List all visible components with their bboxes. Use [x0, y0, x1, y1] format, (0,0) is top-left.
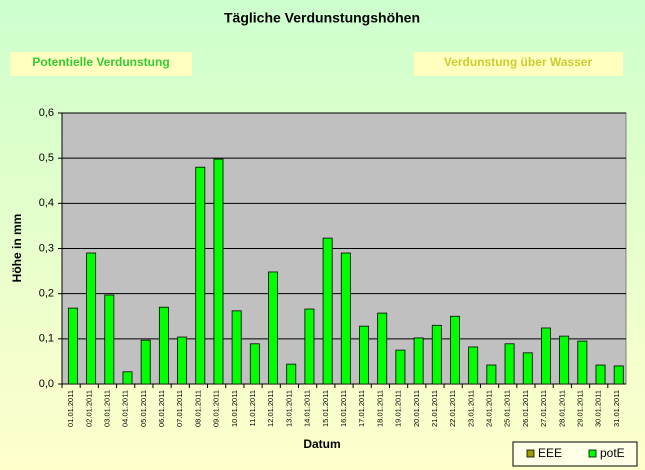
- bar: [504, 343, 515, 385]
- annotation: Verdunstung über Wasser: [444, 55, 593, 69]
- bar: [249, 343, 260, 385]
- bar: [231, 310, 242, 385]
- x-tick-label: 22.01.2011: [448, 390, 457, 427]
- x-tick-label: 10.01.2011: [230, 390, 239, 427]
- x-tick-label: 15.01.2011: [321, 390, 330, 427]
- legend-swatch: [588, 449, 597, 458]
- y-tick-label: 0,6: [39, 107, 54, 119]
- x-tick-label: 21.01.2011: [430, 390, 439, 427]
- x-tick-label: 13.01.2011: [284, 390, 293, 427]
- x-tick-label: 19.01.2011: [394, 390, 403, 427]
- bar: [395, 349, 406, 385]
- chart-title: Tägliche Verdunstungshöhen: [224, 10, 420, 26]
- x-tick-label: 09.01.2011: [212, 390, 221, 427]
- x-axis-label: Datum: [303, 437, 340, 451]
- x-tick-label: 01.01.2011: [66, 390, 75, 427]
- bar: [268, 271, 278, 385]
- bar: [413, 337, 424, 385]
- x-tick-label: 08.01.2011: [193, 390, 202, 427]
- annotation-box: [414, 52, 623, 76]
- annotation: Potentielle Verdunstung: [32, 55, 169, 69]
- x-tick-label: 31.01.2011: [612, 390, 621, 427]
- x-tick-label: 11.01.2011: [248, 390, 257, 426]
- bar: [431, 324, 442, 385]
- x-tick-label: 14.01.2011: [303, 390, 312, 427]
- y-axis-label: Höhe in mm: [10, 214, 24, 283]
- x-tick-label: 06.01.2011: [157, 390, 166, 427]
- x-tick-label: 12.01.2011: [266, 390, 275, 427]
- x-tick-label: 23.01.2011: [466, 390, 475, 427]
- x-tick-label: 29.01.2011: [576, 390, 585, 427]
- bar: [177, 336, 188, 385]
- bar: [213, 158, 224, 385]
- x-tick-label: 17.01.2011: [357, 390, 366, 427]
- bar: [104, 294, 115, 385]
- y-tick-label: 0,1: [39, 333, 54, 345]
- x-tick-label: 27.01.2011: [539, 390, 548, 427]
- bar: [522, 352, 533, 385]
- bar: [158, 306, 169, 385]
- x-tick-label: 16.01.2011: [339, 390, 348, 427]
- bar: [486, 364, 497, 385]
- x-tick-label: 20.01.2011: [412, 390, 421, 427]
- x-tick-label: 25.01.2011: [503, 390, 512, 427]
- x-tick-label: 02.01.2011: [84, 390, 93, 427]
- x-tick-label: 03.01.2011: [102, 390, 111, 427]
- y-tick-label: 0,4: [39, 197, 54, 209]
- y-tick-label: 0,0: [39, 378, 54, 390]
- bar: [595, 364, 606, 385]
- bar: [304, 308, 315, 385]
- bar: [450, 315, 460, 385]
- bar: [468, 346, 479, 385]
- y-tick-label: 0,5: [39, 152, 54, 164]
- bar: [613, 365, 624, 385]
- bar: [377, 312, 388, 385]
- bar: [195, 166, 206, 385]
- legend-label: EEE: [538, 446, 562, 460]
- x-tick-label: 18.01.2011: [375, 390, 384, 427]
- bar: [140, 339, 151, 385]
- bar: [122, 371, 133, 385]
- x-tick-label: 30.01.2011: [594, 390, 603, 427]
- bar: [559, 335, 570, 385]
- bar: [577, 340, 588, 385]
- y-tick-label: 0,2: [39, 288, 54, 300]
- x-tick-label: 28.01.2011: [557, 390, 566, 427]
- bar: [86, 252, 97, 385]
- bar: [541, 327, 551, 385]
- bar: [340, 252, 351, 385]
- x-tick-label: 24.01.2011: [485, 390, 494, 427]
- x-tick-label: 04.01.2011: [121, 390, 130, 427]
- legend-label: potE: [600, 446, 625, 460]
- x-tick-label: 26.01.2011: [521, 390, 530, 427]
- y-tick-label: 0,3: [39, 242, 54, 254]
- x-tick-label: 05.01.2011: [139, 390, 148, 427]
- x-tick-label: 07.01.2011: [175, 390, 184, 427]
- bar: [67, 307, 78, 385]
- legend-swatch: [526, 449, 535, 458]
- annotation-box: [10, 52, 192, 76]
- bar: [286, 363, 297, 385]
- bar: [322, 237, 333, 385]
- bar: [359, 325, 369, 385]
